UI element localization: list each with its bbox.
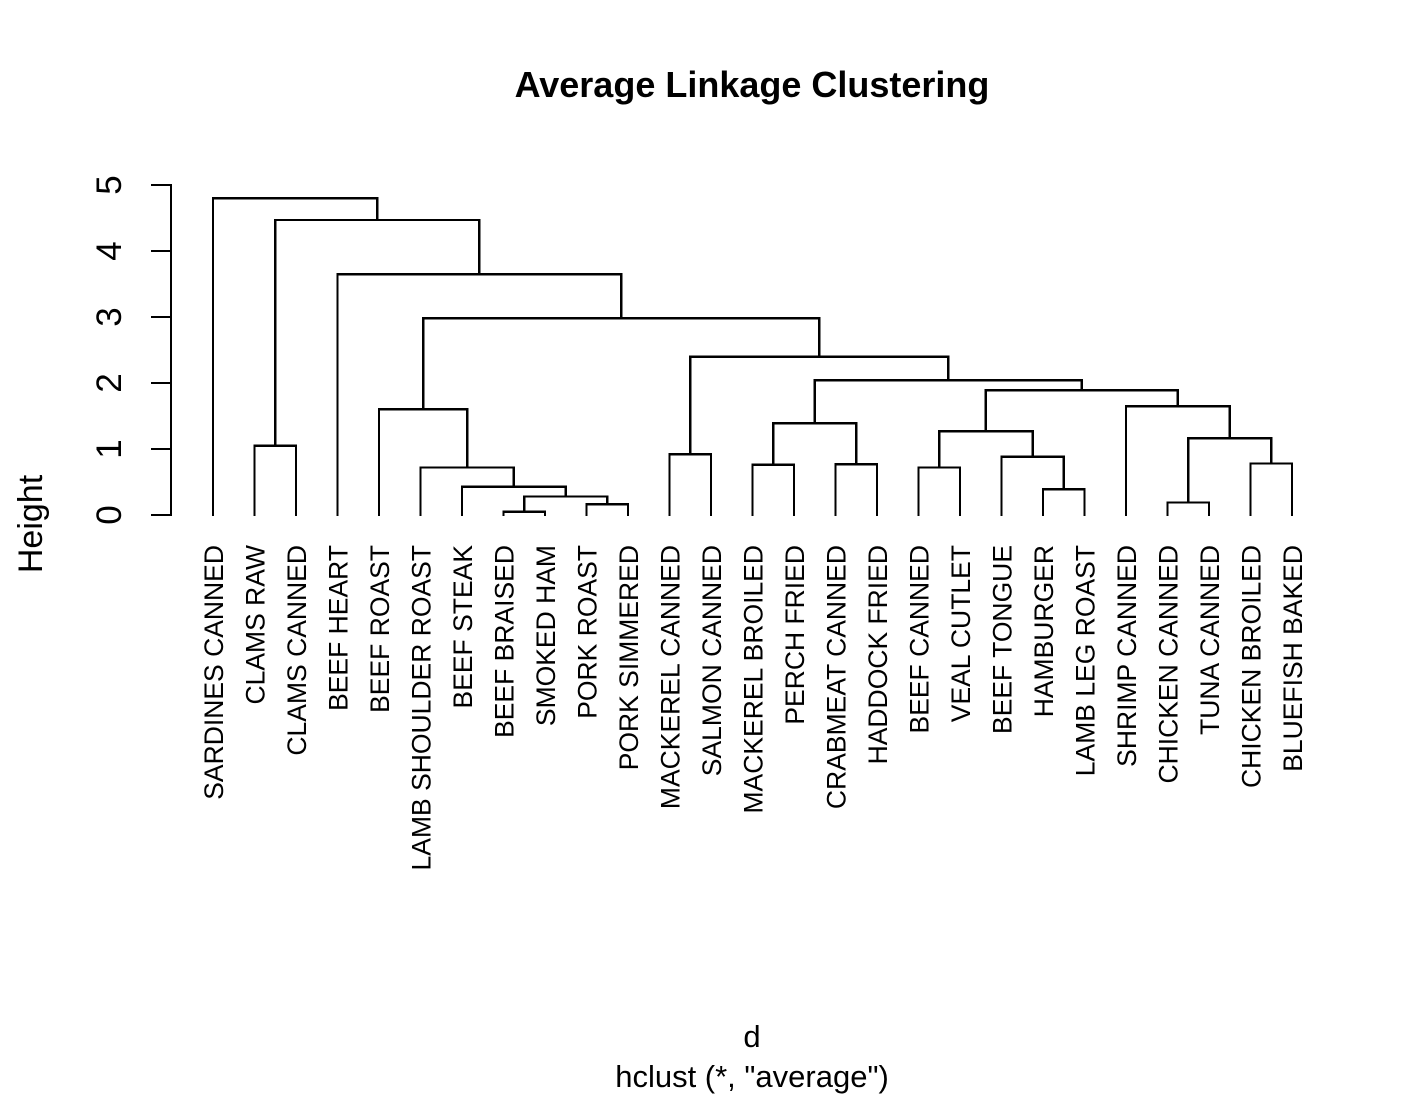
leaf-label: BEEF BRAISED — [490, 545, 520, 738]
leaf-label: CRABMEAT CANNED — [822, 545, 852, 809]
leaf-label: BEEF TONGUE — [988, 545, 1018, 734]
y-tick-label: 2 — [90, 373, 129, 392]
leaf-label: TUNA CANNED — [1195, 545, 1225, 735]
leaf-label: LAMB LEG ROAST — [1071, 545, 1101, 776]
leaf-label: SMOKED HAM — [531, 545, 561, 726]
leaf-label: PORK SIMMERED — [614, 545, 644, 770]
leaf-label: BEEF HEART — [324, 545, 354, 711]
y-tick-label: 4 — [90, 241, 129, 260]
y-tick-label: 1 — [90, 439, 129, 458]
x-axis-label: d — [743, 1019, 761, 1054]
leaf-label: MACKEREL BROILED — [739, 545, 769, 814]
leaf-label: PORK ROAST — [573, 545, 603, 719]
leaf-label: LAMB SHOULDER ROAST — [407, 545, 437, 870]
leaf-label: BEEF STEAK — [448, 545, 478, 709]
leaf-label: BEEF ROAST — [365, 545, 395, 713]
dendrogram-lines — [211, 196, 1294, 517]
leaf-label: SARDINES CANNED — [199, 545, 229, 800]
leaf-label: CLAMS RAW — [241, 545, 271, 705]
y-tick-label: 0 — [90, 505, 129, 524]
leaf-label: CHICKEN CANNED — [1154, 545, 1184, 784]
leaf-label: BLUEFISH BAKED — [1278, 545, 1308, 772]
y-tick-label: 5 — [90, 175, 129, 194]
leaf-label: CHICKEN BROILED — [1237, 545, 1267, 788]
x-axis-method-caption: hclust (*, "average") — [615, 1059, 889, 1094]
y-axis: 0 1 2 3 4 5 — [90, 175, 173, 525]
leaf-label: PERCH FRIED — [780, 545, 810, 725]
y-tick-label: 3 — [90, 307, 129, 326]
leaf-label: CLAMS CANNED — [282, 545, 312, 756]
leaf-label: SALMON CANNED — [697, 545, 727, 776]
leaf-label: HAMBURGER — [1029, 545, 1059, 717]
leaf-label: BEEF CANNED — [905, 545, 935, 733]
leaf-labels: SARDINES CANNED CLAMS RAW CLAMS CANNED BEEF… — [199, 545, 1308, 871]
leaf-label: MACKEREL CANNED — [656, 545, 686, 809]
leaf-label: VEAL CUTLET — [946, 545, 976, 722]
leaf-label: SHRIMP CANNED — [1112, 545, 1142, 767]
chart-title: Average Linkage Clustering — [514, 64, 990, 105]
leaf-label: HADDOCK FRIED — [863, 545, 893, 764]
